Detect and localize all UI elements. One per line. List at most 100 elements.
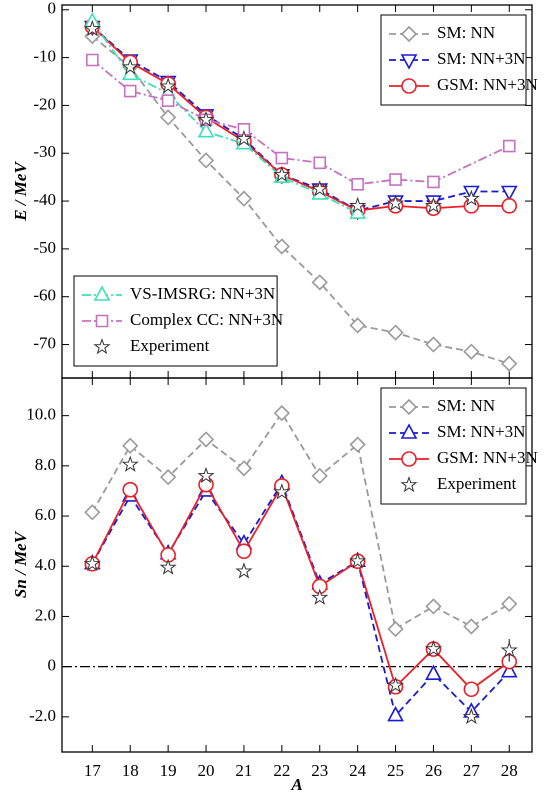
marker bbox=[387, 620, 404, 638]
marker bbox=[237, 123, 251, 136]
marker bbox=[83, 19, 101, 37]
marker bbox=[349, 436, 366, 453]
series-line bbox=[91, 481, 510, 718]
marker bbox=[501, 198, 518, 214]
marker bbox=[462, 189, 480, 206]
marker bbox=[275, 151, 289, 165]
marker bbox=[387, 324, 404, 341]
y-tick-label: 2.0 bbox=[35, 605, 56, 624]
marker bbox=[349, 317, 366, 334]
marker bbox=[311, 180, 329, 197]
y-tick-label: 0 bbox=[48, 0, 57, 18]
marker bbox=[123, 84, 137, 98]
marker bbox=[235, 562, 253, 579]
marker bbox=[95, 314, 109, 328]
y-tick-label: 10.0 bbox=[26, 405, 56, 424]
legend: VS-IMSRG: NN+3N Complex CC: NN+3N Experime… bbox=[73, 275, 283, 367]
marker bbox=[236, 543, 252, 559]
x-tick-label: 25 bbox=[387, 761, 404, 780]
marker bbox=[500, 185, 518, 202]
x-tick-label: 26 bbox=[425, 761, 442, 780]
marker bbox=[500, 641, 518, 658]
legend-label: GSM: NN+3N bbox=[437, 448, 538, 467]
y-tick-label: 8.0 bbox=[35, 455, 56, 474]
marker bbox=[349, 196, 367, 214]
marker bbox=[463, 618, 480, 635]
marker bbox=[400, 25, 418, 43]
legend-label: VS-IMSRG: NN+3N bbox=[130, 284, 275, 303]
marker bbox=[121, 58, 139, 75]
y-tick-label: -20 bbox=[33, 94, 56, 113]
marker bbox=[500, 661, 518, 678]
x-tick-label: 19 bbox=[160, 761, 177, 780]
legend: SM: NN SM: NN+3N GSM: NN+3N bbox=[380, 14, 538, 106]
marker bbox=[311, 467, 328, 485]
y-tick-label: -70 bbox=[33, 333, 56, 352]
marker bbox=[235, 190, 253, 207]
marker bbox=[273, 483, 291, 500]
marker bbox=[427, 175, 440, 189]
marker bbox=[351, 178, 364, 191]
marker bbox=[197, 110, 215, 128]
y-tick-label: -2.0 bbox=[29, 706, 56, 725]
marker bbox=[311, 274, 328, 291]
marker bbox=[400, 54, 418, 70]
marker bbox=[463, 343, 480, 360]
y-tick-label: -40 bbox=[33, 190, 56, 209]
marker bbox=[425, 664, 442, 680]
marker bbox=[198, 476, 214, 493]
y-tick-label: 6.0 bbox=[35, 505, 56, 524]
x-tick-label: 17 bbox=[84, 761, 102, 780]
legend-label: GSM: NN+3N bbox=[437, 75, 538, 94]
x-tick-label: 20 bbox=[198, 761, 215, 780]
y-tick-label: -30 bbox=[33, 142, 56, 161]
marker bbox=[235, 129, 253, 147]
marker bbox=[389, 173, 402, 186]
y-axis-label: E / MeV bbox=[11, 161, 30, 222]
plot-frame bbox=[61, 377, 533, 753]
marker bbox=[273, 405, 290, 422]
x-tick-label: 22 bbox=[273, 761, 290, 780]
marker bbox=[386, 194, 405, 211]
marker bbox=[502, 139, 516, 153]
marker bbox=[93, 285, 111, 301]
marker bbox=[501, 355, 518, 372]
y-tick-label: -10 bbox=[33, 47, 56, 66]
marker bbox=[197, 431, 215, 448]
y-tick-label: -50 bbox=[33, 238, 56, 257]
marker bbox=[159, 77, 177, 94]
legend-label: SM: NN bbox=[437, 23, 495, 42]
legend: SM: NN SM: NN+3N GSM: NN+3N Experiment bbox=[380, 387, 538, 505]
marker bbox=[273, 165, 291, 183]
marker bbox=[121, 455, 139, 472]
marker bbox=[86, 53, 99, 67]
marker bbox=[83, 554, 101, 572]
legend-label: Experiment bbox=[130, 336, 210, 355]
y-axis-label: Sn / MeV bbox=[11, 530, 30, 598]
x-tick-label: 24 bbox=[349, 761, 367, 780]
series-line bbox=[91, 25, 510, 212]
marker bbox=[463, 681, 480, 698]
marker bbox=[349, 552, 367, 569]
marker bbox=[387, 705, 404, 722]
marker bbox=[235, 460, 253, 477]
marker bbox=[424, 640, 443, 657]
x-tick-label: 28 bbox=[501, 761, 518, 780]
marker bbox=[400, 398, 418, 416]
marker bbox=[400, 475, 418, 493]
x-tick-label: 18 bbox=[122, 761, 139, 780]
legend-label: Complex CC: NN+3N bbox=[130, 310, 283, 329]
marker bbox=[197, 122, 215, 138]
marker bbox=[273, 238, 290, 255]
marker bbox=[501, 595, 518, 613]
marker bbox=[161, 94, 175, 107]
marker bbox=[462, 707, 480, 725]
marker bbox=[122, 481, 139, 498]
x-axis-label: A bbox=[290, 775, 302, 794]
y-tick-label: 0 bbox=[48, 656, 57, 675]
marker bbox=[313, 156, 327, 170]
legend-label: SM: NN+3N bbox=[437, 49, 525, 68]
marker bbox=[159, 558, 177, 575]
marker bbox=[311, 588, 329, 605]
